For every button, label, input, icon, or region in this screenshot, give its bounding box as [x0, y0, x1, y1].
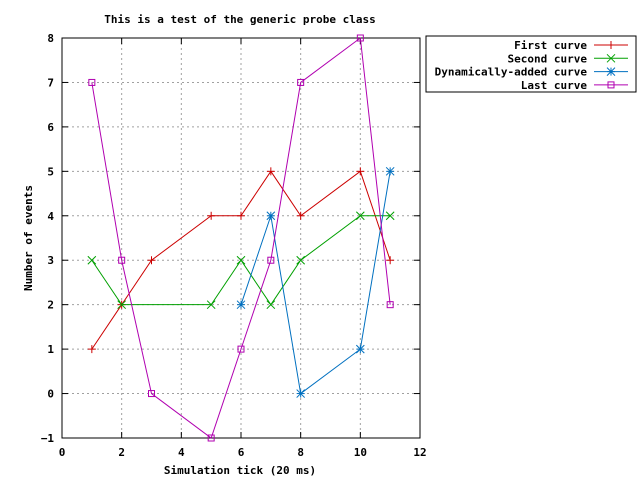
data-point [87, 255, 97, 265]
series-line [91, 37, 391, 439]
series-4 [88, 34, 394, 442]
legend-marker [607, 81, 615, 89]
legend-label: Dynamically-added curve [435, 66, 588, 79]
series-line [91, 215, 391, 306]
data-point [118, 256, 126, 264]
legend-marker [606, 53, 616, 63]
x-tick-label: 10 [354, 446, 367, 459]
y-tick-label: −1 [41, 432, 55, 445]
y-tick-label: 8 [47, 32, 54, 45]
data-point [236, 300, 246, 310]
series-layer [87, 34, 395, 442]
y-tick-label: 7 [47, 76, 54, 89]
data-point [266, 300, 276, 310]
data-point [356, 167, 365, 176]
data-point [267, 256, 275, 264]
y-tick-label: 1 [47, 343, 54, 356]
data-point [148, 390, 155, 398]
x-axis-label: Simulation tick (20 ms) [164, 464, 316, 477]
data-point [356, 34, 364, 42]
data-point [355, 211, 365, 221]
x-tick-label: 6 [238, 446, 245, 459]
x-tick-label: 4 [178, 446, 185, 459]
data-point [236, 255, 246, 265]
data-point [386, 256, 395, 265]
legend-marker [606, 67, 616, 76]
x-tick-label: 12 [413, 446, 426, 459]
data-point [206, 300, 216, 310]
legend-label: Last curve [521, 79, 588, 92]
legend-label: Second curve [508, 52, 588, 65]
y-tick-label: 3 [47, 254, 54, 267]
y-tick-label: 0 [47, 388, 54, 401]
data-point [355, 344, 365, 354]
y-axis-label: Number of events [22, 185, 35, 291]
legend-label: First curve [514, 39, 587, 52]
chart-title: This is a test of the generic probe clas… [104, 13, 376, 26]
x-tick-label: 0 [59, 446, 66, 459]
data-point [266, 167, 275, 176]
x-tick-label: 8 [297, 446, 304, 459]
series-2 [87, 211, 395, 310]
data-point [296, 255, 306, 265]
y-tick-label: 4 [47, 210, 54, 223]
data-point [296, 389, 306, 398]
data-point [385, 166, 395, 176]
data-point [385, 211, 395, 221]
y-tick-label: 2 [47, 299, 54, 312]
data-point [207, 434, 215, 442]
data-point [88, 78, 96, 86]
legend-marker [607, 41, 615, 49]
data-point [147, 256, 156, 265]
data-point [297, 78, 305, 86]
data-point [207, 211, 216, 220]
data-point [237, 345, 245, 353]
data-point [296, 211, 305, 220]
plot-frame [61, 37, 421, 439]
data-point [237, 211, 245, 220]
grid [62, 38, 420, 438]
y-tick-label: 6 [47, 121, 54, 134]
data-point [266, 211, 276, 221]
series-3 [236, 166, 395, 398]
data-point [87, 345, 96, 354]
data-point [117, 300, 127, 310]
y-tick-label: 5 [47, 165, 54, 178]
data-point [386, 301, 394, 309]
x-tick-label: 2 [118, 446, 125, 459]
series-1 [87, 167, 395, 354]
